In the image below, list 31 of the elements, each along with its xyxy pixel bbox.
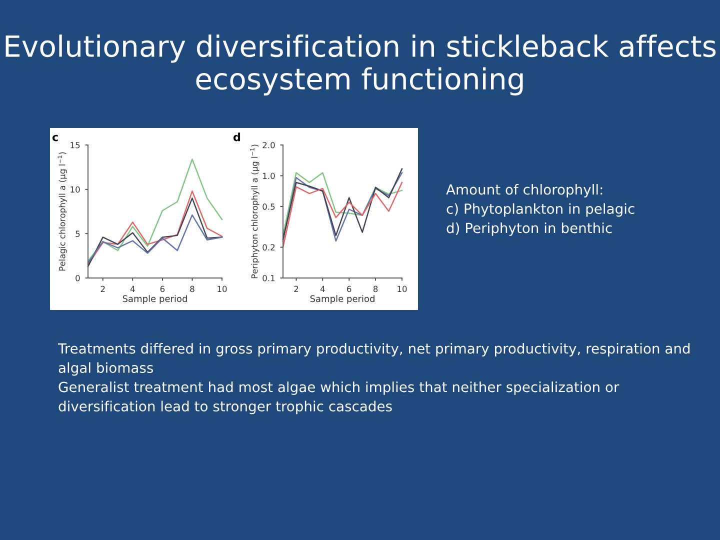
y-tick-label: 0 (76, 274, 80, 282)
y-tick-label: 15 (70, 142, 80, 148)
y-tick-label: 2.0 (262, 142, 275, 148)
text: Treatments differed in gross primary productivity, net primary productivity, respiration and algal biomass Generalist treatment had most algae which implies that neither specialization or diversification lead to stronger trophic cascades (58, 343, 690, 414)
text: Evolutionary diversification in stickleback affects ecosystem functioning (6, 34, 716, 96)
chart-title: d (234, 132, 240, 142)
x-tick-label: 8 (373, 286, 378, 292)
x-tick-label: 2 (294, 286, 298, 292)
x-tick-label: 10 (218, 286, 227, 292)
line-series (282, 182, 403, 248)
x-tick-label: 8 (190, 286, 194, 292)
y-tick-label: 10 (70, 186, 80, 193)
x-tick-label: 6 (160, 286, 165, 292)
text: Amount of chlorophyll: c) Phytoplankton in pelagic d) Periphyton in benthic (446, 184, 634, 236)
x-tick-label: 6 (347, 286, 352, 292)
x-tick-label: 2 (100, 286, 105, 292)
x-tick-label: 4 (130, 286, 135, 292)
line-series (87, 158, 223, 262)
y-tick-label: 5 (76, 230, 80, 237)
y-tick-label: 0.1 (262, 274, 275, 282)
y-tick-label: 0.5 (262, 204, 275, 210)
y-axis-title: Periphyton chlorophyll a (μg l$^{−1}$) (250, 144, 260, 278)
y-axis-title: Pelagic chlorophyll a (μg l$^{−1}$) (58, 152, 67, 271)
x-axis-title: Sample period (122, 295, 187, 304)
x-axis-title: Sample period (310, 295, 374, 304)
y-tick-label: 0.2 (262, 244, 275, 251)
x-tick-label: 10 (398, 286, 407, 292)
x-tick-label: 4 (320, 286, 325, 292)
y-tick-label: 1.0 (263, 172, 275, 180)
line-series (87, 214, 223, 264)
chart-title: c (52, 134, 58, 142)
